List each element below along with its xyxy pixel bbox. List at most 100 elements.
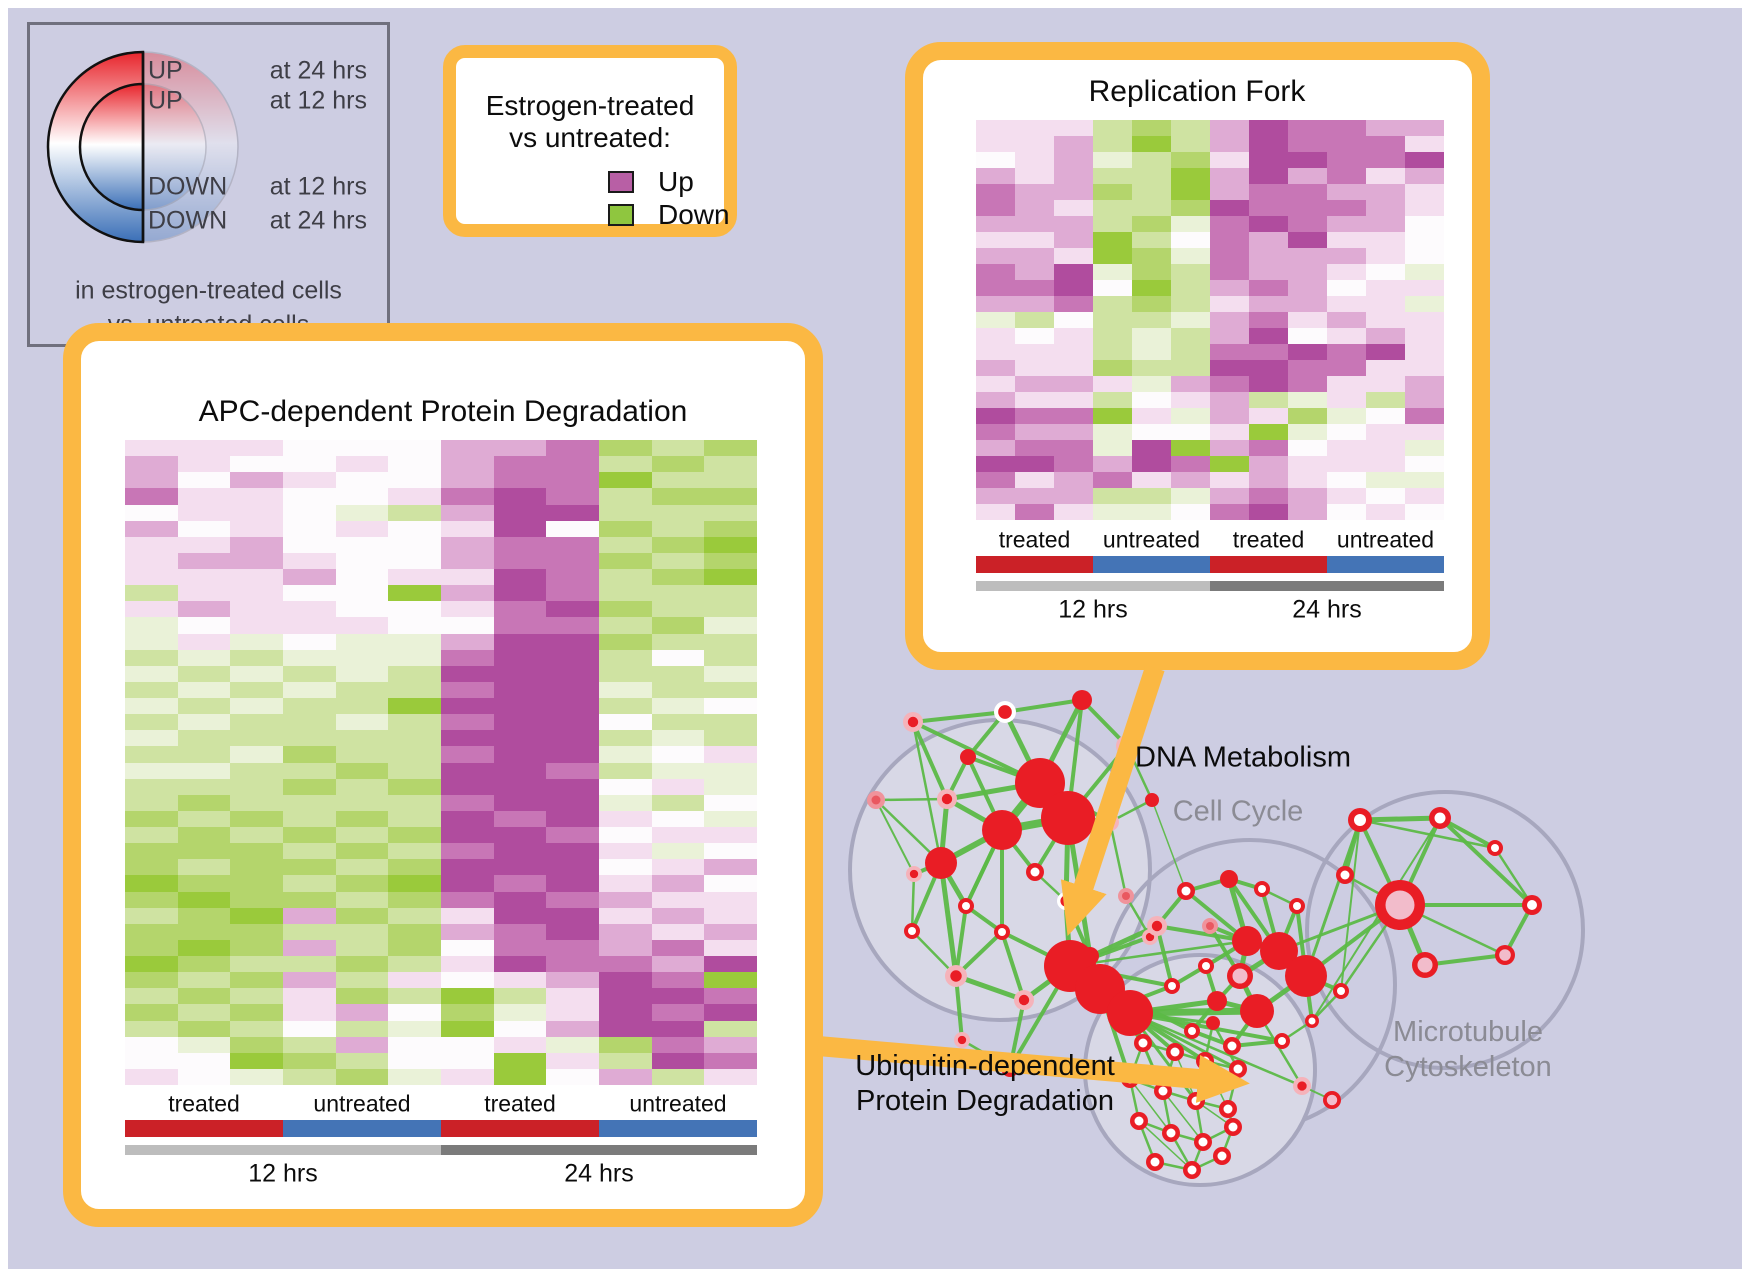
heatmap-cell <box>1171 360 1210 376</box>
heatmap-cell <box>1366 424 1405 440</box>
heatmap-cell <box>230 665 283 682</box>
heatmap-cell <box>283 875 336 892</box>
heatmap-cell <box>388 472 441 489</box>
network-edge <box>912 710 1006 724</box>
heatmap-cell <box>441 907 494 924</box>
heatmap-cell <box>388 665 441 682</box>
heatmap-cell <box>599 875 652 892</box>
heatmap-cell <box>493 536 547 553</box>
heatmap-cell <box>651 1052 705 1069</box>
heatmap-cell <box>335 810 389 827</box>
heatmap-cell <box>1249 184 1288 200</box>
heatmap-cell <box>976 488 1015 504</box>
heatmap-cell <box>546 794 599 811</box>
heatmap-cell <box>1405 312 1444 328</box>
heatmap-cell <box>441 859 494 876</box>
network-node-donut-center <box>1166 1128 1176 1138</box>
heatmap-cell <box>230 810 283 827</box>
heatmap-cell <box>1171 312 1210 328</box>
heatmap-cell <box>177 1052 231 1069</box>
heatmap-cell <box>704 1052 757 1069</box>
heatmap-cell <box>493 762 547 779</box>
time-label-12hrs: 12 hrs <box>1058 595 1128 624</box>
heatmap-cell <box>546 907 599 924</box>
heatmap-cell <box>493 440 547 457</box>
network-node-pink-core-center <box>1326 1094 1338 1106</box>
heatmap-cell <box>388 617 441 634</box>
heatmap-cell <box>704 472 757 489</box>
heatmap-cell <box>1327 312 1366 328</box>
network-node-donut-center <box>1158 1086 1168 1096</box>
network-edge <box>1493 847 1534 906</box>
network-edge <box>1151 799 1187 892</box>
group-label-untreated: untreated <box>1102 526 1201 553</box>
heatmap-cell <box>493 504 547 521</box>
heatmap-cell <box>1405 376 1444 392</box>
heatmap-cell <box>651 891 705 908</box>
heatmap-cell <box>1210 280 1249 296</box>
heatmap-cell <box>1015 264 1054 280</box>
heatmap-cell <box>125 601 178 618</box>
heatmap-cell <box>1015 472 1054 488</box>
heatmap-cell <box>177 488 231 505</box>
heatmap-cell <box>976 152 1015 168</box>
network-node-pink-core-center <box>1499 949 1511 961</box>
heatmap-cell <box>704 714 757 731</box>
heatmap-cell <box>441 1004 494 1021</box>
heatmap-cell <box>441 875 494 892</box>
heatmap-cell <box>1132 168 1171 184</box>
network-node-pale-core <box>1206 922 1214 930</box>
heatmap-cell <box>651 504 705 521</box>
heatmap-cell <box>599 988 652 1005</box>
heatmap-cell <box>1366 296 1405 312</box>
heatmap-cell <box>1054 200 1093 216</box>
heatmap-cell <box>1405 232 1444 248</box>
heatmap-cell <box>976 280 1015 296</box>
heatmap-cell <box>1366 280 1405 296</box>
heatmap-cell <box>599 552 652 569</box>
heatmap-cell <box>125 504 178 521</box>
network-node-solid <box>1260 932 1298 970</box>
heatmap-cell <box>441 488 494 505</box>
heatmap-cell <box>335 1020 389 1037</box>
heatmap-cell <box>1288 488 1327 504</box>
network-node-pale-ring-core <box>907 716 919 728</box>
heatmap-cell <box>388 569 441 586</box>
heatmap-cell <box>599 923 652 940</box>
heatmap-cell <box>976 248 1015 264</box>
network-edge <box>1359 815 1441 823</box>
heatmap-cell <box>546 988 599 1005</box>
network-node-solid <box>1145 793 1159 807</box>
heatmap-cell <box>335 956 389 973</box>
heatmap-cell <box>1210 152 1249 168</box>
heatmap-cell <box>1015 504 1054 520</box>
heatmap-cell <box>125 488 178 505</box>
heatmap-cell <box>125 827 178 844</box>
heatmap-cell <box>1171 200 1210 216</box>
heatmap-cell <box>1210 488 1249 504</box>
heatmap-cell <box>546 569 599 586</box>
heatmap-cell <box>335 520 389 537</box>
heatmap-cell <box>1405 472 1444 488</box>
heatmap-cell <box>177 778 231 795</box>
heatmap-cell <box>1132 216 1171 232</box>
heatmap-cell <box>1366 392 1405 408</box>
network-node-donut-center <box>1134 1116 1144 1126</box>
network-node-donut-center <box>1188 1027 1196 1035</box>
heatmap-cell <box>546 762 599 779</box>
heatmap-cell <box>441 778 494 795</box>
heatmap-cell <box>546 730 599 747</box>
heatmap-cell <box>651 923 705 940</box>
heatmap-cell <box>230 762 283 779</box>
network-node-pink-core-center <box>1385 890 1415 920</box>
heatmap-cell <box>599 665 652 682</box>
heatmap-cell <box>599 649 652 666</box>
heatmap-cell <box>599 488 652 505</box>
heatmap-cell <box>441 617 494 634</box>
heatmap-cell <box>651 730 705 747</box>
heatmap-cell <box>599 714 652 731</box>
heatmap-cell <box>1132 328 1171 344</box>
group-bar-untreated <box>283 1120 441 1137</box>
heatmap-cell <box>335 1068 389 1085</box>
heatmap-cell <box>651 520 705 537</box>
